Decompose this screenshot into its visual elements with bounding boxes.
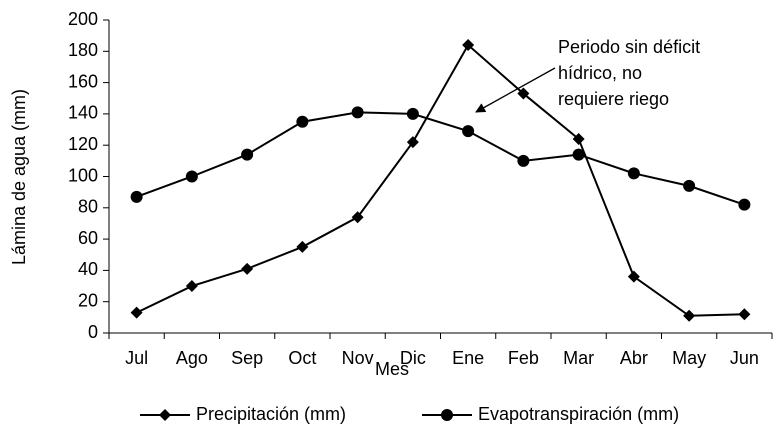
legend-label: Evapotranspiración (mm) — [478, 404, 679, 424]
marker — [683, 309, 696, 322]
marker — [627, 270, 640, 283]
y-tick-label: 0 — [88, 322, 98, 342]
x-axis-title: Mes — [375, 359, 409, 379]
marker — [572, 132, 585, 145]
marker — [159, 409, 171, 421]
marker — [241, 262, 254, 275]
x-tick-label: May — [672, 348, 706, 368]
y-axis-title: Lámina de agua (mm) — [9, 89, 29, 265]
marker — [296, 240, 309, 253]
marker — [185, 170, 198, 183]
x-tick-label: Nov — [342, 348, 374, 368]
marker — [351, 106, 364, 119]
x-tick-label: Ago — [176, 348, 208, 368]
x-tick-label: Oct — [288, 348, 316, 368]
annotation: Periodo sin déficit — [558, 37, 700, 57]
y-tick-label: 160 — [68, 71, 98, 91]
marker — [441, 409, 453, 421]
marker — [627, 167, 640, 180]
marker — [683, 179, 696, 192]
annotation: hídrico, no — [558, 63, 642, 83]
x-tick-label: Sep — [231, 348, 263, 368]
marker — [296, 115, 309, 128]
marker — [185, 280, 198, 293]
marker — [130, 190, 143, 203]
x-tick-label: Mar — [563, 348, 594, 368]
marker — [517, 87, 530, 100]
series-line — [136, 111, 745, 206]
y-tick-label: 100 — [68, 165, 98, 185]
y-tick-label: 140 — [68, 103, 98, 123]
marker — [738, 198, 751, 211]
x-tick-label: Jun — [730, 348, 759, 368]
x-tick-label: Jul — [125, 348, 148, 368]
x-tick-label: Feb — [508, 348, 539, 368]
y-tick-label: 40 — [78, 259, 98, 279]
marker — [517, 154, 530, 167]
y-tick-label: 80 — [78, 197, 98, 217]
marker — [462, 39, 475, 52]
series-line — [136, 43, 745, 317]
annotation: requiere riego — [558, 89, 669, 109]
marker — [241, 148, 254, 161]
legend-label: Precipitación (mm) — [196, 404, 346, 424]
y-tick-label: 200 — [68, 9, 98, 29]
marker — [406, 136, 419, 149]
marker — [738, 308, 751, 321]
marker — [351, 211, 364, 224]
annotation-arrow — [475, 67, 556, 113]
x-tick-label: Ene — [452, 348, 484, 368]
marker — [406, 107, 419, 120]
y-tick-label: 60 — [78, 228, 98, 248]
marker — [462, 125, 475, 138]
marker — [130, 306, 143, 319]
x-tick-label: Abr — [620, 348, 648, 368]
x-tick-label: Dic — [400, 348, 426, 368]
y-tick-label: 120 — [68, 134, 98, 154]
y-tick-label: 180 — [68, 40, 98, 60]
y-tick-label: 20 — [78, 290, 98, 310]
marker — [572, 148, 585, 161]
